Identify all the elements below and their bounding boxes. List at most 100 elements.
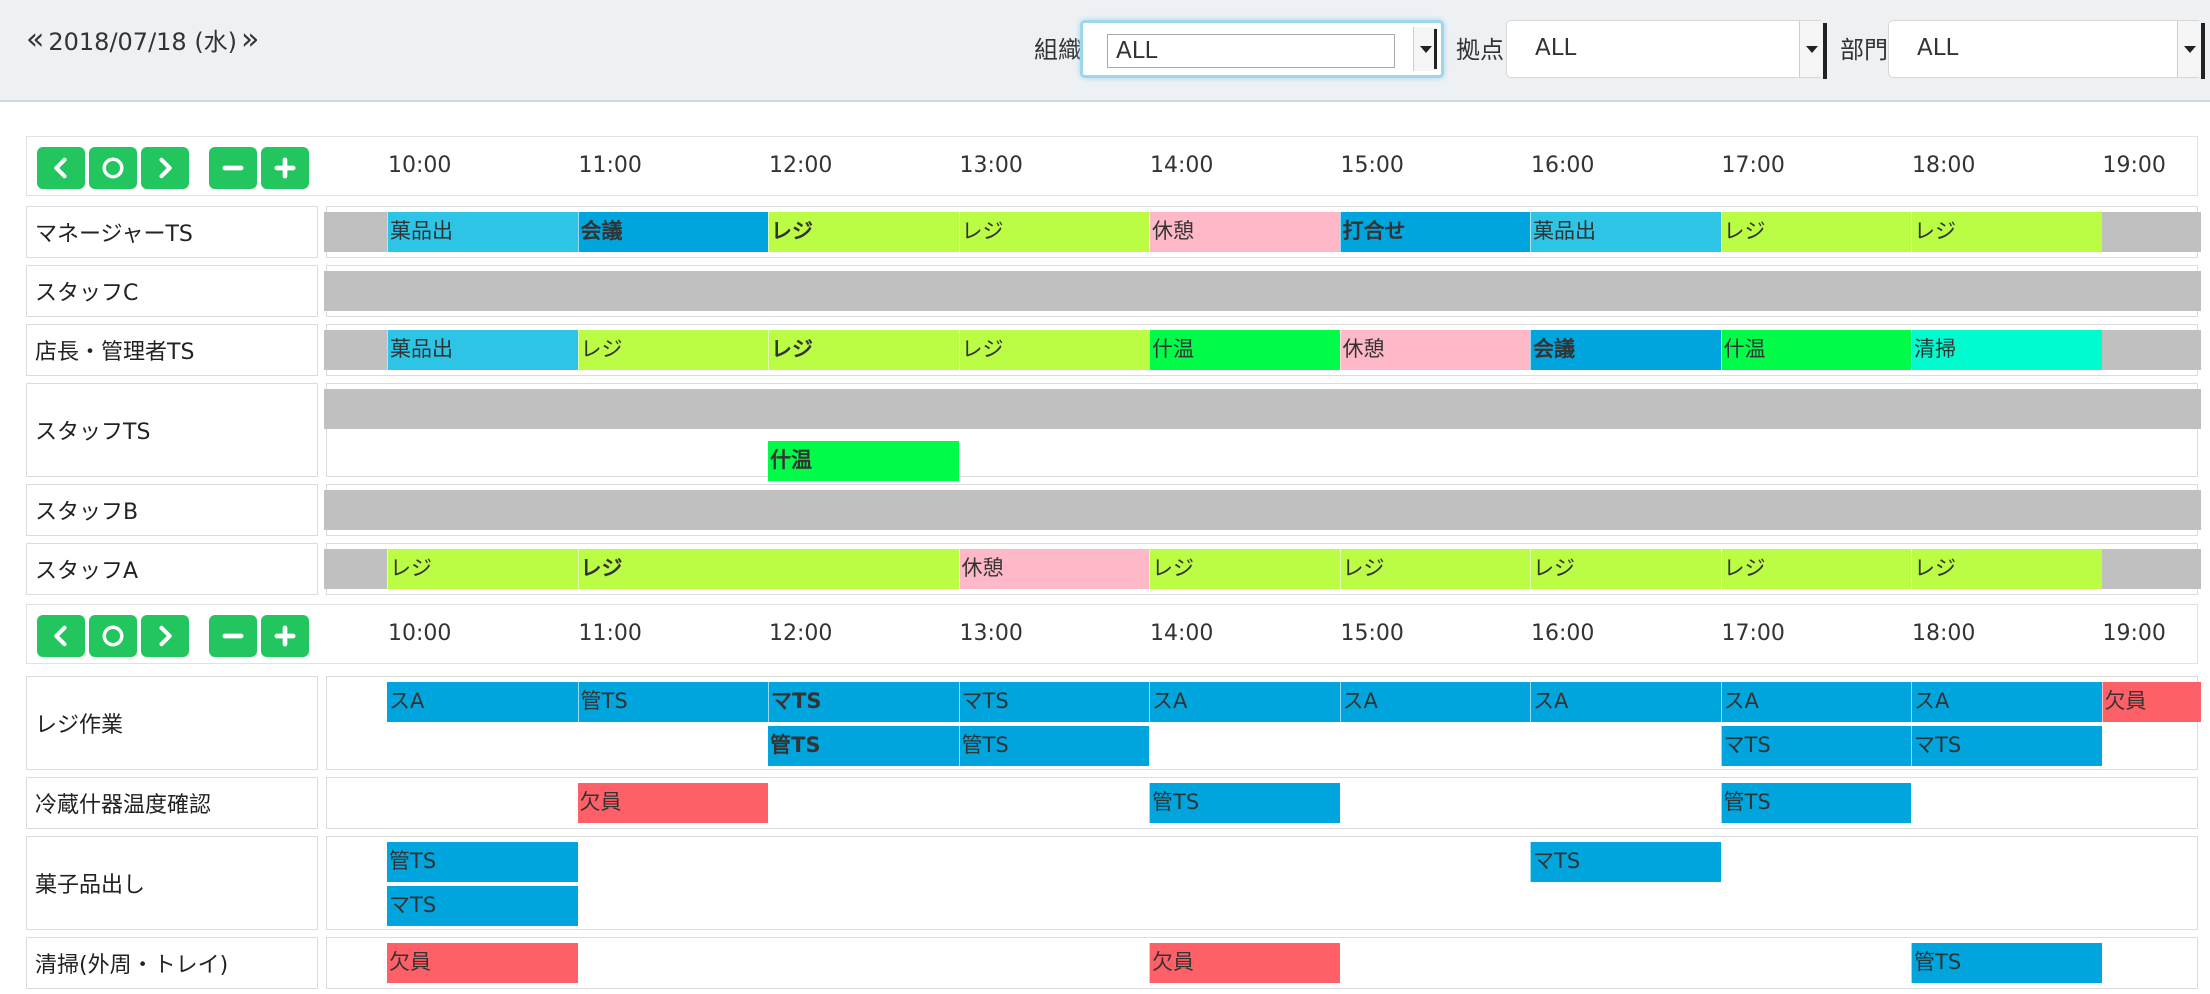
hour-label: 16:00 [1531, 153, 1595, 178]
hour-label: 19:00 [2102, 621, 2166, 646]
schedule-block[interactable]: 菓品出 [1530, 212, 1721, 252]
schedule-block[interactable]: 清掃 [1911, 330, 2102, 370]
schedule-block[interactable]: 管TS [958, 726, 1149, 766]
schedule-block[interactable]: 打合せ [1339, 212, 1530, 252]
schedule-block[interactable]: マTS [1911, 726, 2102, 766]
schedule-block[interactable]: 什温 [1720, 330, 1911, 370]
hour-label: 19:00 [2102, 153, 2166, 178]
zoom-in-button[interactable] [261, 147, 309, 189]
hour-label: 10:00 [388, 621, 452, 646]
schedule-block[interactable]: スA [1911, 682, 2102, 722]
staff-track: レジ レジ 休憩 レジ レジ レジ レジ レジ [324, 543, 2201, 595]
schedule-block[interactable]: マTS [958, 682, 1149, 722]
off-shift-block[interactable] [324, 389, 2201, 429]
schedule-block[interactable]: スA [1530, 682, 1721, 722]
schedule-block[interactable]: レジ [1720, 549, 1911, 589]
chevron-down-icon[interactable] [1413, 27, 1437, 71]
select-edge [1823, 23, 1827, 79]
schedule-block[interactable]: レジ [1339, 549, 1530, 589]
schedule-block[interactable]: スA [387, 682, 578, 722]
reset-view-button[interactable] [89, 615, 137, 657]
schedule-block[interactable]: 管TS [1720, 783, 1911, 823]
schedule-block[interactable]: 管TS [1149, 783, 1340, 823]
scroll-left-button[interactable] [37, 615, 85, 657]
off-shift-block[interactable] [2101, 330, 2201, 370]
off-shift-block[interactable] [324, 490, 2201, 530]
schedule-block[interactable]: 管TS [768, 726, 959, 766]
chevron-down-icon[interactable] [2177, 21, 2201, 77]
chevron-left-icon [54, 625, 67, 647]
schedule-block[interactable]: 菓品出 [387, 330, 578, 370]
org-select[interactable]: ALL [1080, 20, 1444, 78]
schedule-block[interactable]: レジ [577, 330, 768, 370]
staff-timeline-header: 10:00 11:00 12:00 13:00 14:00 15:00 16:00 17:00… [26, 136, 2198, 196]
off-shift-block[interactable] [2101, 549, 2201, 589]
schedule-block[interactable]: レジ [1530, 549, 1721, 589]
chevron-down-icon[interactable] [1799, 21, 1823, 77]
schedule-block[interactable]: 菓品出 [387, 212, 578, 252]
top-bar: « 2018/07/18 (水) » 組織 ALL 拠点 ALL 部門 ALL [0, 0, 2210, 102]
minus-icon [222, 633, 244, 639]
schedule-block[interactable]: レジ [1911, 549, 2102, 589]
off-shift-block[interactable] [324, 549, 387, 589]
schedule-block[interactable]: レジ [768, 330, 959, 370]
dept-filter-label: 部門 [1840, 36, 1888, 64]
scroll-right-button[interactable] [141, 147, 189, 189]
off-shift-block[interactable] [2101, 212, 2201, 252]
scroll-left-button[interactable] [37, 147, 85, 189]
schedule-block[interactable]: 欠員 [577, 783, 768, 823]
schedule-block[interactable]: 管TS [577, 682, 768, 722]
off-shift-block[interactable] [324, 212, 387, 252]
hour-label: 11:00 [578, 153, 642, 178]
schedule-block[interactable]: レジ [1149, 549, 1340, 589]
hour-label: 15:00 [1340, 153, 1404, 178]
org-select-box[interactable]: ALL [1107, 34, 1395, 68]
schedule-block[interactable]: マTS [387, 886, 578, 926]
staff-track [324, 484, 2201, 536]
schedule-block[interactable]: レジ [958, 212, 1149, 252]
schedule-block[interactable]: 什温 [768, 441, 959, 481]
schedule-block[interactable]: 欠員 [387, 943, 578, 983]
hour-label: 18:00 [1912, 153, 1976, 178]
schedule-block[interactable]: マTS [1530, 842, 1721, 882]
schedule-block[interactable]: 休憩 [958, 549, 1149, 589]
zoom-in-button[interactable] [261, 615, 309, 657]
schedule-block[interactable]: レジ [1720, 212, 1911, 252]
schedule-block[interactable]: 欠員 [1149, 943, 1340, 983]
schedule-block[interactable]: 什温 [1149, 330, 1340, 370]
schedule-block[interactable]: 欠員 [2101, 682, 2201, 722]
schedule-block[interactable]: スA [1149, 682, 1340, 722]
schedule-block[interactable]: 休憩 [1149, 212, 1340, 252]
schedule-block[interactable]: レジ [577, 549, 959, 589]
staff-track [324, 265, 2201, 317]
schedule-block[interactable]: レジ [1911, 212, 2102, 252]
zoom-out-button[interactable] [209, 615, 257, 657]
schedule-block[interactable]: 会議 [577, 212, 768, 252]
site-select[interactable]: ALL [1506, 20, 1827, 79]
schedule-block[interactable]: スA [1720, 682, 1911, 722]
off-shift-block[interactable] [324, 330, 387, 370]
next-day-icon[interactable]: » [241, 21, 260, 57]
scroll-right-button[interactable] [141, 615, 189, 657]
task-name: 菓子品出し [26, 836, 318, 930]
schedule-block[interactable]: レジ [387, 549, 578, 589]
schedule-block[interactable]: スA [1339, 682, 1530, 722]
circle-icon [102, 157, 124, 179]
reset-view-button[interactable] [89, 147, 137, 189]
schedule-block[interactable]: 管TS [1911, 943, 2102, 983]
prev-day-icon[interactable]: « [26, 21, 45, 57]
task-name: 冷蔵什器温度確認 [26, 777, 318, 829]
schedule-block[interactable]: マTS [768, 682, 959, 722]
schedule-block[interactable]: 休憩 [1339, 330, 1530, 370]
zoom-out-button[interactable] [209, 147, 257, 189]
schedule-block[interactable]: レジ [768, 212, 959, 252]
staff-track: 什温 [324, 383, 2201, 481]
schedule-block[interactable]: 会議 [1530, 330, 1721, 370]
off-shift-block[interactable] [324, 271, 2201, 311]
dept-select[interactable]: ALL [1888, 20, 2205, 79]
hour-label: 11:00 [578, 621, 642, 646]
schedule-block[interactable]: マTS [1720, 726, 1911, 766]
schedule-block[interactable]: 管TS [387, 842, 578, 882]
schedule-block[interactable]: レジ [958, 330, 1149, 370]
task-name: レジ作業 [26, 676, 318, 770]
